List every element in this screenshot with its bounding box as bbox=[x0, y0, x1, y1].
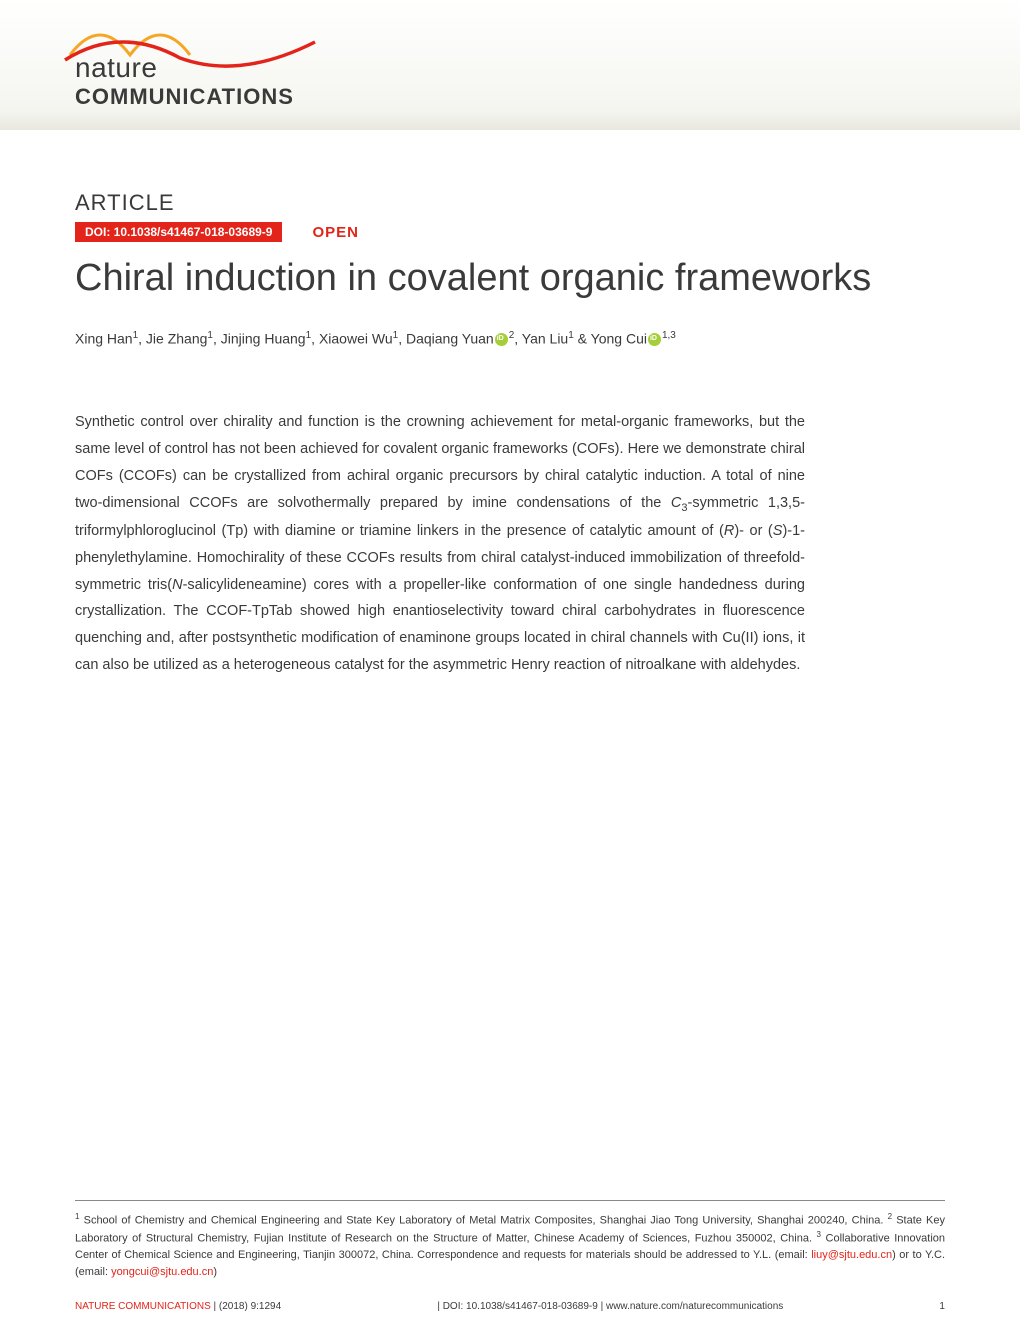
author-list: Xing Han1, Jie Zhang1, Jinjing Huang1, X… bbox=[75, 328, 945, 350]
footer-journal: NATURE COMMUNICATIONS bbox=[75, 1301, 211, 1312]
page-footer: NATURE COMMUNICATIONS | (2018) 9:1294 | … bbox=[75, 1301, 945, 1312]
footer-citation-detail: | (2018) 9:1294 bbox=[214, 1301, 282, 1312]
orcid-icon[interactable] bbox=[495, 333, 508, 346]
logo-text-communications: COMMUNICATIONS bbox=[75, 84, 294, 110]
logo-text-nature: nature bbox=[75, 52, 294, 84]
doi-open-row: DOI: 10.1038/s41467-018-03689-9 OPEN bbox=[75, 222, 945, 242]
open-access-badge: OPEN bbox=[312, 224, 359, 241]
footer-citation: NATURE COMMUNICATIONS | (2018) 9:1294 bbox=[75, 1301, 281, 1312]
journal-logo: nature COMMUNICATIONS bbox=[75, 52, 294, 110]
footer-doi: | DOI: 10.1038/s41467-018-03689-9 | www.… bbox=[437, 1301, 783, 1312]
doi-badge[interactable]: DOI: 10.1038/s41467-018-03689-9 bbox=[75, 222, 282, 242]
article-type-label: ARTICLE bbox=[75, 190, 945, 216]
article-content: ARTICLE DOI: 10.1038/s41467-018-03689-9 … bbox=[0, 130, 1020, 679]
abstract-text: Synthetic control over chirality and fun… bbox=[75, 409, 805, 679]
article-title: Chiral induction in covalent organic fra… bbox=[75, 256, 945, 302]
orcid-icon[interactable] bbox=[648, 333, 661, 346]
journal-banner: nature COMMUNICATIONS bbox=[0, 0, 1020, 130]
affiliations-block: 1 School of Chemistry and Chemical Engin… bbox=[75, 1200, 945, 1280]
footer-page-number: 1 bbox=[939, 1301, 945, 1312]
